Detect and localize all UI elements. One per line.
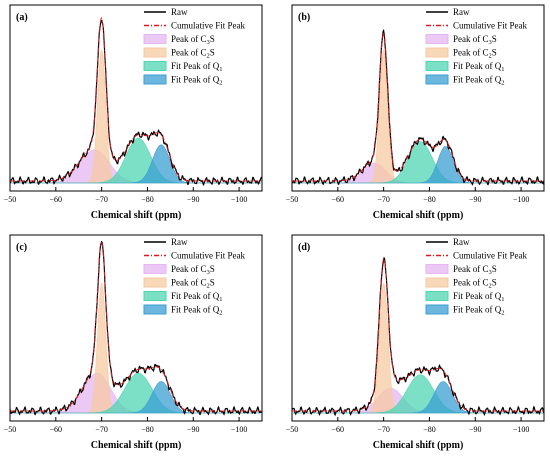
chart-panel-1: −50 −60 −70 −80 −90 −100 Chemical shift (ppm) (… bbox=[286, 4, 545, 221]
legend-q2-swatch bbox=[425, 304, 449, 315]
legend-c2s-swatch bbox=[143, 277, 167, 288]
x-tick-label: −100 bbox=[231, 195, 248, 204]
legend-fit-label: Cumulative Fit Peak bbox=[453, 251, 527, 261]
x-tick-label: −60 bbox=[332, 425, 345, 434]
x-tick-label: −70 bbox=[95, 425, 108, 434]
legend-q2-swatch bbox=[425, 74, 449, 85]
legend-q2-label: Fit Peak of Q2 bbox=[453, 305, 505, 317]
legend-c3s-label: Peak of C3S bbox=[171, 34, 215, 46]
legend: Raw Cumulative Fit Peak Peak of C3S Peak of… bbox=[143, 7, 245, 87]
cumulative-fit-line bbox=[10, 16, 262, 182]
x-tick-label: −80 bbox=[141, 425, 154, 434]
panel-label: (c) bbox=[16, 242, 27, 253]
x-tick-label: −80 bbox=[423, 425, 436, 434]
legend-q2-swatch bbox=[143, 74, 167, 85]
x-tick-label: −100 bbox=[513, 195, 530, 204]
plot-frame bbox=[9, 4, 263, 192]
legend-c3s-swatch bbox=[425, 264, 449, 274]
legend-raw-label: Raw bbox=[171, 7, 188, 17]
panel-label: (d) bbox=[298, 242, 310, 253]
chart-panel-2: −50 −60 −70 −80 −90 −100 Chemical shift (ppm) (… bbox=[4, 234, 263, 451]
legend-fit-label: Cumulative Fit Peak bbox=[453, 21, 527, 31]
peak-fit-peak-of-q1 bbox=[292, 374, 544, 414]
chart-panel-3: −50 −60 −70 −80 −90 −100 Chemical shift (ppm) (… bbox=[286, 234, 545, 451]
legend-raw-label: Raw bbox=[453, 237, 470, 247]
x-tick-label: −90 bbox=[187, 195, 200, 204]
x-tick-label: −90 bbox=[469, 425, 482, 434]
panel-label: (b) bbox=[298, 12, 310, 23]
legend-q1-label: Fit Peak of Q1 bbox=[453, 61, 505, 73]
cumulative-fit-line bbox=[10, 241, 262, 412]
x-tick-label: −100 bbox=[231, 425, 248, 434]
legend-q1-swatch bbox=[143, 61, 167, 71]
x-tick-label: −70 bbox=[95, 195, 108, 204]
legend-c3s-label: Peak of C3S bbox=[171, 264, 215, 276]
x-axis-label: Chemical shift (ppm) bbox=[373, 210, 464, 221]
x-tick-label: −50 bbox=[286, 425, 299, 434]
legend-q1-swatch bbox=[425, 61, 449, 71]
x-tick-label: −70 bbox=[377, 195, 390, 204]
peak-fit-peak-of-q2 bbox=[10, 381, 262, 414]
legend-c2s-swatch bbox=[143, 47, 167, 58]
panel-label: (a) bbox=[16, 12, 28, 23]
x-tick-label: −100 bbox=[513, 425, 530, 434]
raw-line bbox=[291, 29, 545, 186]
legend-fit-label: Cumulative Fit Peak bbox=[171, 251, 245, 261]
x-axis-label: Chemical shift (ppm) bbox=[373, 440, 464, 451]
legend-c3s-swatch bbox=[425, 34, 449, 44]
legend-c3s-swatch bbox=[143, 34, 167, 44]
legend-c2s-label: Peak of C2S bbox=[453, 48, 497, 60]
peak-fit-peak-of-q1 bbox=[10, 137, 262, 184]
peak-fit-peak-of-q2 bbox=[10, 144, 262, 184]
legend: Raw Cumulative Fit Peak Peak of C3S Peak of… bbox=[425, 7, 527, 87]
x-tick-label: −60 bbox=[332, 195, 345, 204]
plot-frame bbox=[291, 4, 545, 192]
x-tick-label: −50 bbox=[4, 195, 17, 204]
x-tick-label: −80 bbox=[423, 195, 436, 204]
legend-c2s-label: Peak of C2S bbox=[171, 48, 215, 60]
peak-fit-peak-of-q1 bbox=[10, 372, 262, 414]
legend-q2-label: Fit Peak of Q2 bbox=[171, 305, 223, 317]
x-axis-label: Chemical shift (ppm) bbox=[91, 210, 182, 221]
legend-q1-label: Fit Peak of Q1 bbox=[171, 291, 223, 303]
chart-panel-0: −50 −60 −70 −80 −90 −100 Chemical shift (ppm) (… bbox=[4, 4, 263, 221]
legend-fit-label: Cumulative Fit Peak bbox=[171, 21, 245, 31]
x-tick-label: −90 bbox=[469, 195, 482, 204]
x-tick-label: −90 bbox=[187, 425, 200, 434]
legend-c2s-label: Peak of C2S bbox=[453, 278, 497, 290]
x-tick-label: −60 bbox=[50, 195, 63, 204]
legend: Raw Cumulative Fit Peak Peak of C3S Peak of… bbox=[143, 237, 245, 317]
legend-q1-label: Fit Peak of Q1 bbox=[453, 291, 505, 303]
legend: Raw Cumulative Fit Peak Peak of C3S Peak of… bbox=[425, 237, 527, 317]
x-tick-label: −50 bbox=[286, 195, 299, 204]
legend-c2s-swatch bbox=[425, 47, 449, 58]
raw-line bbox=[9, 19, 263, 186]
cumulative-fit-line bbox=[292, 258, 544, 412]
legend-q2-label: Fit Peak of Q2 bbox=[171, 75, 223, 87]
cumulative-fit-line bbox=[292, 32, 544, 182]
x-tick-label: −50 bbox=[4, 425, 17, 434]
legend-c3s-label: Peak of C3S bbox=[453, 264, 497, 276]
legend-q1-swatch bbox=[425, 291, 449, 301]
legend-c3s-swatch bbox=[143, 264, 167, 274]
legend-c2s-swatch bbox=[425, 277, 449, 288]
x-axis-label: Chemical shift (ppm) bbox=[91, 440, 182, 451]
legend-q2-swatch bbox=[143, 304, 167, 315]
plot-frame bbox=[291, 234, 545, 422]
x-tick-label: −80 bbox=[141, 195, 154, 204]
legend-c3s-label: Peak of C3S bbox=[453, 34, 497, 46]
legend-q1-swatch bbox=[143, 291, 167, 301]
legend-q2-label: Fit Peak of Q2 bbox=[453, 75, 505, 87]
x-tick-label: −60 bbox=[50, 425, 63, 434]
x-tick-label: −70 bbox=[377, 425, 390, 434]
plot-frame bbox=[9, 234, 263, 422]
legend-raw-label: Raw bbox=[453, 7, 470, 17]
legend-q1-label: Fit Peak of Q1 bbox=[171, 61, 223, 73]
legend-raw-label: Raw bbox=[171, 237, 188, 247]
legend-c2s-label: Peak of C2S bbox=[171, 278, 215, 290]
